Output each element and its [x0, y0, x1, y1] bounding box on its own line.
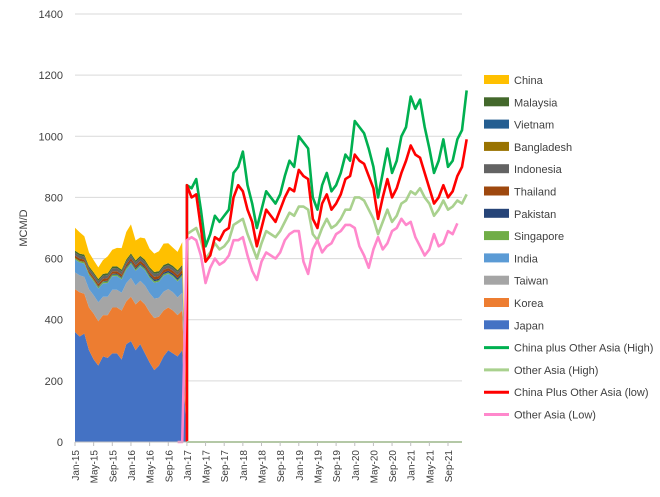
legend-label-taiwan: Taiwan: [514, 276, 548, 288]
legend-label-malaysia: Malaysia: [514, 97, 558, 109]
legend-swatch-bangladesh: [484, 141, 509, 151]
x-tick-label-Sep-20: Sep-20: [388, 450, 399, 483]
y-tick-label-600: 600: [45, 254, 63, 266]
y-axis-title: MCM/D: [18, 209, 30, 246]
legend-swatch-vietnam: [484, 119, 509, 129]
area-thailand: [75, 255, 187, 442]
x-tick-label-May-19: May-19: [313, 450, 324, 484]
legend-swatch-singapore: [484, 231, 509, 241]
legend-label-japan: Japan: [514, 320, 544, 332]
y-tick-label-1400: 1400: [39, 9, 63, 21]
x-tick-label-May-16: May-16: [146, 450, 157, 484]
area-indonesia: [75, 252, 187, 442]
legend-label-thailand: Thailand: [514, 187, 556, 199]
legend-swatch-india: [484, 253, 509, 263]
area-china: [75, 224, 187, 442]
legend-swatch-malaysia: [484, 97, 509, 107]
legend-swatch-pakistan: [484, 208, 509, 218]
x-tick-label-Sep-17: Sep-17: [220, 450, 231, 483]
legend-swatch-japan: [484, 320, 509, 330]
x-tick-label-May-18: May-18: [258, 450, 269, 484]
legend-label-other-asia-high-: Other Asia (High): [514, 365, 598, 377]
legend-swatch-indonesia: [484, 164, 509, 174]
x-tick-label-Jan-16: Jan-16: [127, 450, 138, 481]
legend-label-other-asia-low-: Other Asia (Low): [514, 410, 596, 422]
x-tick-label-Jan-18: Jan-18: [239, 450, 250, 481]
legend-label-korea: Korea: [514, 298, 544, 310]
area-korea: [75, 289, 187, 442]
legend-swatch-china: [484, 75, 509, 84]
area-malaysia: [75, 250, 187, 442]
x-tick-label-Sep-19: Sep-19: [332, 450, 343, 483]
legend-label-china-plus-other-asia-low-: China Plus Other Asia (low): [514, 387, 649, 399]
line-other-asia-high-: [185, 186, 468, 442]
x-tick-label-May-21: May-21: [425, 450, 436, 484]
area-japan: [75, 331, 187, 442]
x-tick-label-May-15: May-15: [90, 450, 101, 484]
y-tick-label-0: 0: [57, 437, 63, 449]
area-india: [75, 259, 187, 442]
y-tick-label-1000: 1000: [39, 131, 63, 143]
x-tick-label-Jan-20: Jan-20: [351, 450, 362, 481]
line-china-plus-other-asia-low-: [185, 139, 468, 442]
x-tick-label-May-17: May-17: [202, 450, 213, 484]
legend-label-china-plus-other-asia-high-: China plus Other Asia (High): [514, 343, 653, 355]
legend-label-bangladesh: Bangladesh: [514, 142, 572, 154]
x-tick-label-Sep-21: Sep-21: [444, 450, 455, 483]
x-tick-label-Sep-15: Sep-15: [108, 450, 119, 483]
line-series: [177, 90, 468, 444]
legend-label-singapore: Singapore: [514, 231, 564, 243]
legend-swatch-taiwan: [484, 275, 509, 285]
legend-label-pakistan: Pakistan: [514, 209, 556, 221]
legend: China Malaysia Vietnam Bangladesh Indonesia T…: [484, 75, 653, 422]
y-tick-label-1200: 1200: [39, 70, 63, 82]
legend-swatch-thailand: [484, 186, 509, 196]
area-pakistan: [75, 257, 187, 442]
y-tick-label-400: 400: [45, 315, 63, 327]
stacked-areas: [75, 224, 187, 442]
legend-label-china: China: [514, 75, 544, 87]
axes: 0 200 400 600 800 1000 1200 1400 MCM/D Jan-15 May-…: [18, 9, 462, 483]
x-tick-label-May-20: May-20: [369, 450, 380, 484]
area-taiwan: [75, 272, 187, 442]
line-other-asia-low-: [177, 217, 459, 444]
x-tick-label-Jan-17: Jan-17: [183, 450, 194, 481]
y-tick-label-200: 200: [45, 376, 63, 388]
legend-label-india: India: [514, 253, 539, 265]
legend-label-indonesia: Indonesia: [514, 164, 563, 176]
line-china-plus-other-asia-high-: [185, 90, 468, 442]
x-tick-label-Jan-19: Jan-19: [295, 450, 306, 481]
legend-swatch-korea: [484, 298, 509, 307]
x-tick-label-Sep-16: Sep-16: [164, 450, 175, 483]
legend-label-vietnam: Vietnam: [514, 120, 554, 132]
x-tick-label-Jan-15: Jan-15: [71, 450, 82, 481]
x-tick-label-Jan-21: Jan-21: [407, 450, 418, 481]
x-tick-label-Sep-18: Sep-18: [276, 450, 287, 483]
y-tick-label-800: 800: [45, 192, 63, 204]
